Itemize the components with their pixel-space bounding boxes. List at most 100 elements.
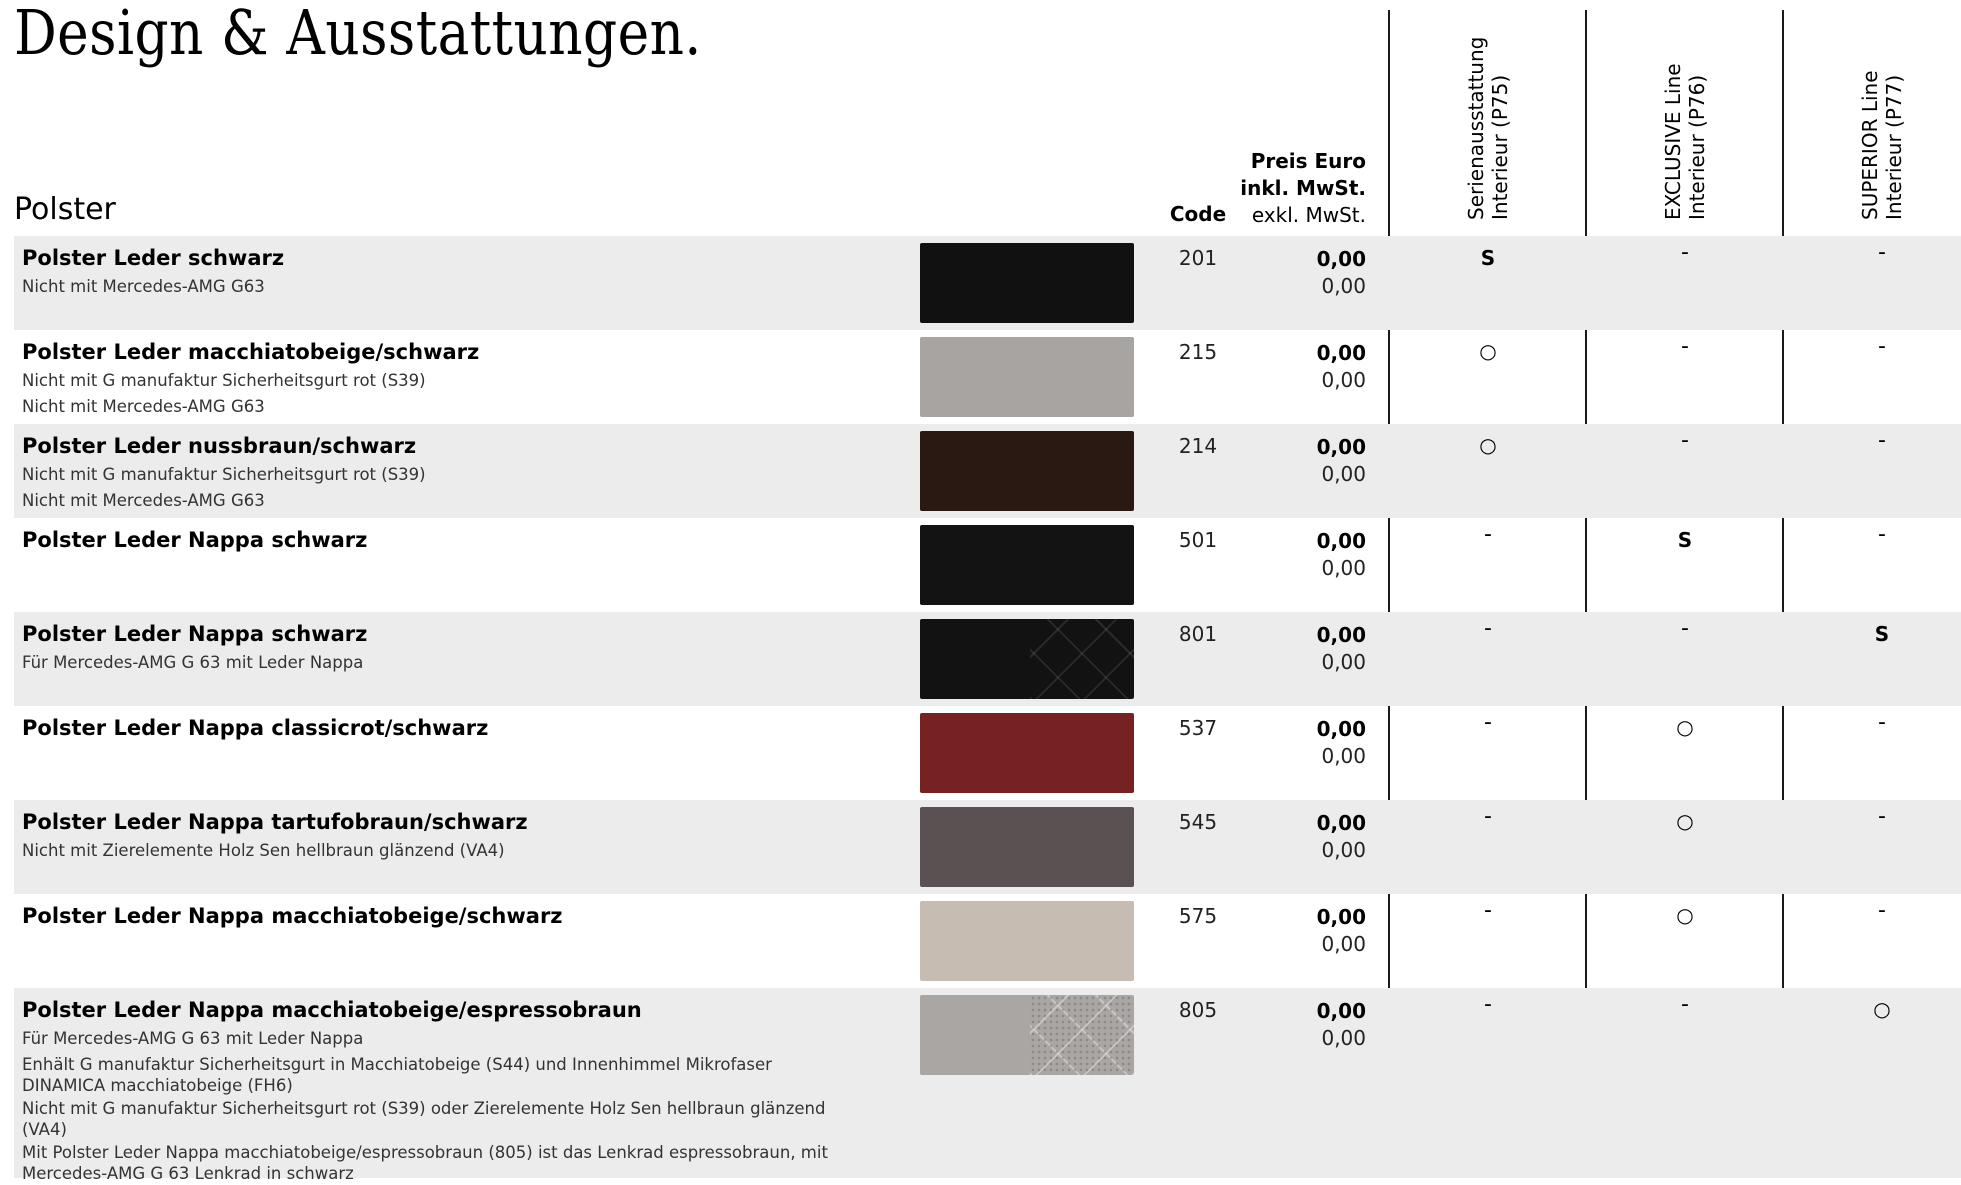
price-header-line1: Preis Euro <box>1250 149 1366 173</box>
not-available-mark: - <box>1878 522 1886 547</box>
row-code: 545 <box>1178 810 1218 834</box>
price-excl-vat: 0,00 <box>1321 1026 1366 1050</box>
price-header-line2: inkl. MwSt. <box>1240 176 1366 200</box>
row-code: 801 <box>1178 622 1218 646</box>
price-excl-vat: 0,00 <box>1321 650 1366 674</box>
row-note: Enhält G manufaktur Sicherheitsgurt in M… <box>22 1055 772 1095</box>
option-circle-icon: ○ <box>1479 339 1497 363</box>
not-available-mark: - <box>1878 710 1886 735</box>
line-header-p77-line2: Interieur (P77) <box>1882 74 1906 220</box>
price-incl-vat: 0,00 <box>1316 717 1366 741</box>
not-available-mark: - <box>1484 898 1492 923</box>
row-note: Für Mercedes-AMG G 63 mit Leder Nappa <box>22 653 364 672</box>
option-circle-icon: ○ <box>1873 997 1891 1021</box>
row-note: Nicht mit G manufaktur Sicherheitsgurt r… <box>22 1099 826 1139</box>
page-title: Design & Ausstattungen. <box>14 0 702 69</box>
row-note: Nicht mit Mercedes-AMG G63 <box>22 277 265 296</box>
not-available-mark: - <box>1484 710 1492 735</box>
not-available-mark: - <box>1878 804 1886 829</box>
not-available-mark: - <box>1681 428 1689 453</box>
row-notes: Nicht mit Zierelemente Holz Sen hellbrau… <box>22 838 842 864</box>
standard-mark: S <box>1677 528 1693 552</box>
row-code: 501 <box>1178 528 1218 552</box>
row-price: 0,00 0,00 <box>1230 904 1366 958</box>
table-row: Polster Leder macchiatobeige/schwarz Nich… <box>14 330 1961 424</box>
row-notes: Nicht mit Mercedes-AMG G63 <box>22 274 842 300</box>
price-excl-vat: 0,00 <box>1321 932 1366 956</box>
quilted-pattern <box>1030 619 1134 699</box>
table-row: Polster Leder Nappa schwarz Für Mercedes-… <box>14 612 1961 706</box>
row-note: Nicht mit Mercedes-AMG G63 <box>22 397 265 416</box>
not-available-mark: - <box>1681 240 1689 265</box>
color-swatch <box>920 901 1134 981</box>
price-incl-vat: 0,00 <box>1316 999 1366 1023</box>
price-incl-vat: 0,00 <box>1316 905 1366 929</box>
row-name: Polster Leder Nappa macchiatobeige/espre… <box>22 998 642 1022</box>
not-available-mark: - <box>1484 804 1492 829</box>
row-notes: Nicht mit G manufaktur Sicherheitsgurt r… <box>22 368 842 420</box>
row-name: Polster Leder Nappa tartufobraun/schwarz <box>22 810 528 834</box>
column-divider <box>1782 10 1784 1174</box>
row-code: 575 <box>1178 904 1218 928</box>
row-name: Polster Leder schwarz <box>22 246 285 270</box>
table-row: Polster Leder Nappa tartufobraun/schwarz… <box>14 800 1961 894</box>
row-name: Polster Leder Nappa schwarz <box>22 528 368 552</box>
code-column-header: Code <box>1169 202 1227 226</box>
color-swatch <box>920 995 1134 1075</box>
row-code: 805 <box>1178 998 1218 1022</box>
row-name: Polster Leder Nappa classicrot/schwarz <box>22 716 489 740</box>
not-available-mark: - <box>1878 334 1886 359</box>
row-note: Nicht mit G manufaktur Sicherheitsgurt r… <box>22 465 426 484</box>
table-row: Polster Leder Nappa macchiatobeige/schwa… <box>14 894 1961 988</box>
row-code: 215 <box>1178 340 1218 364</box>
table-row: Polster Leder nussbraun/schwarz Nicht mit… <box>14 424 1961 518</box>
line-header-p76-line1: EXCLUSIVE Line <box>1661 63 1685 220</box>
row-price: 0,00 0,00 <box>1230 622 1366 676</box>
not-available-mark: - <box>1484 992 1492 1017</box>
column-divider <box>1388 10 1390 1174</box>
row-notes: Für Mercedes-AMG G 63 mit Leder Nappa <box>22 650 842 676</box>
row-code: 214 <box>1178 434 1218 458</box>
not-available-mark: - <box>1484 616 1492 641</box>
option-circle-icon: ○ <box>1676 903 1694 927</box>
row-price: 0,00 0,00 <box>1230 528 1366 582</box>
table-row: Polster Leder Nappa schwarz 501 0,00 0,00 - S… <box>14 518 1961 612</box>
row-name: Polster Leder Nappa macchiatobeige/schwa… <box>22 904 563 928</box>
not-available-mark: - <box>1878 428 1886 453</box>
row-price: 0,00 0,00 <box>1230 716 1366 770</box>
price-incl-vat: 0,00 <box>1316 341 1366 365</box>
not-available-mark: - <box>1878 240 1886 265</box>
price-excl-vat: 0,00 <box>1321 744 1366 768</box>
not-available-mark: - <box>1681 334 1689 359</box>
line-header-p76-line2: Interieur (P76) <box>1685 74 1709 220</box>
color-swatch <box>920 713 1134 793</box>
row-name: Polster Leder macchiatobeige/schwarz <box>22 340 480 364</box>
row-name: Polster Leder nussbraun/schwarz <box>22 434 417 458</box>
row-notes: Für Mercedes-AMG G 63 mit Leder Nappa Enh… <box>22 1026 842 1185</box>
price-incl-vat: 0,00 <box>1316 529 1366 553</box>
price-excl-vat: 0,00 <box>1321 274 1366 298</box>
row-code: 201 <box>1178 246 1218 270</box>
price-incl-vat: 0,00 <box>1316 247 1366 271</box>
color-swatch <box>920 431 1134 511</box>
row-price: 0,00 0,00 <box>1230 998 1366 1052</box>
column-divider <box>1585 10 1587 1174</box>
option-circle-icon: ○ <box>1676 809 1694 833</box>
not-available-mark: - <box>1484 522 1492 547</box>
price-column-header: Preis Euro inkl. MwSt. exkl. MwSt. <box>1230 148 1366 229</box>
not-available-mark: - <box>1681 992 1689 1017</box>
color-swatch <box>920 337 1134 417</box>
not-available-mark: - <box>1681 616 1689 641</box>
row-notes: Nicht mit G manufaktur Sicherheitsgurt r… <box>22 462 842 514</box>
line-header-p75-line1: Serienausstattung <box>1464 36 1488 220</box>
color-swatch <box>920 807 1134 887</box>
option-circle-icon: ○ <box>1479 433 1497 457</box>
row-note: Mit Polster Leder Nappa macchiatobeige/e… <box>22 1143 828 1183</box>
price-incl-vat: 0,00 <box>1316 435 1366 459</box>
section-title: Polster <box>14 192 116 227</box>
upholstery-table: Polster Leder schwarz Nicht mit Mercedes-… <box>14 236 1961 1183</box>
table-row: Polster Leder schwarz Nicht mit Mercedes-… <box>14 236 1961 330</box>
row-name: Polster Leder Nappa schwarz <box>22 622 368 646</box>
row-price: 0,00 0,00 <box>1230 340 1366 394</box>
row-price: 0,00 0,00 <box>1230 434 1366 488</box>
